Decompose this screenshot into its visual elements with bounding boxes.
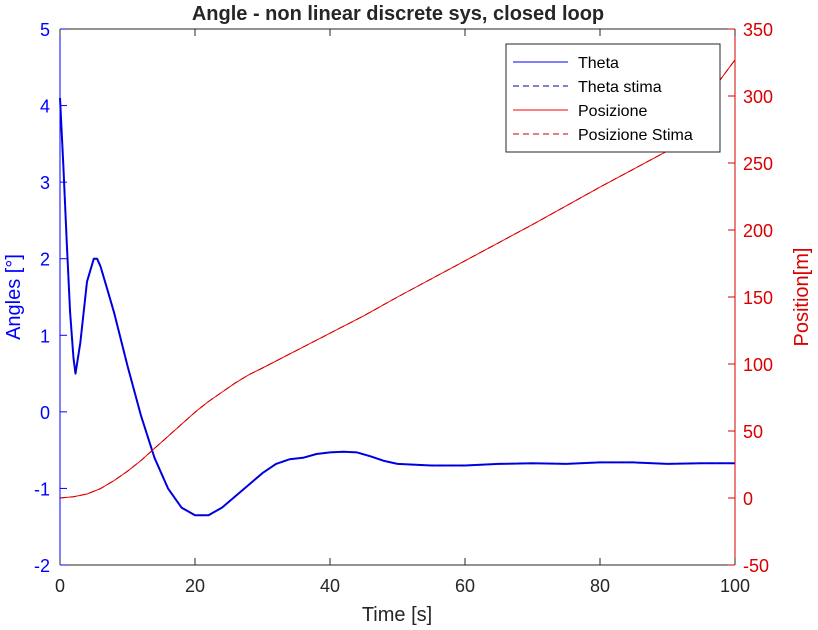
y-right-tick-label: 100	[743, 355, 773, 375]
x-tick-label: 60	[455, 576, 475, 596]
y-left-tick-label: 4	[40, 97, 50, 117]
plot-lines	[59, 59, 736, 517]
y-right-tick-label: 350	[743, 20, 773, 40]
y-right-tick-label: 150	[743, 288, 773, 308]
y-axis-right-label: Position[m]	[791, 248, 813, 347]
y-right-tick-label: 50	[743, 422, 763, 442]
y-left-tick-label: 2	[40, 250, 50, 270]
legend-label-posizione: Posizione	[578, 103, 647, 120]
y-left-tick-label: -1	[34, 479, 50, 499]
y-left-tick-label: -2	[34, 556, 50, 576]
x-tick-label: 0	[55, 576, 65, 596]
y-right-tick-label: -50	[743, 556, 769, 576]
series-line-posizione-stima	[59, 59, 736, 499]
series-line-theta-stima	[59, 97, 735, 516]
legend-label-theta: Theta	[578, 55, 619, 72]
y-right-tick-label: 300	[743, 87, 773, 107]
legend-label-posizione-stima: Posizione Stima	[578, 127, 693, 144]
y-axis-left-label: Angles [°]	[3, 254, 25, 340]
y-right-tick-label: 250	[743, 154, 773, 174]
y-right-tick-label: 0	[743, 489, 753, 509]
y-left-tick-label: 5	[40, 20, 50, 40]
legend: Theta Theta stima Posizione Posizione St…	[505, 43, 721, 153]
y-left-tick-label: 0	[40, 403, 50, 423]
y-left-tick-label: 1	[40, 326, 50, 346]
x-tick-label: 40	[320, 576, 340, 596]
x-axis-label: Time [s]	[362, 604, 432, 626]
chart-title: Angle - non linear discrete sys, closed …	[192, 3, 604, 25]
ticks: 0 20 40 60 80 100 -2 -1 0 1 2 3 4 5 -50 0 50 100 150 200 250…	[34, 20, 773, 596]
x-tick-label: 80	[590, 576, 610, 596]
y-right-tick-label: 200	[743, 221, 773, 241]
y-left-tick-label: 3	[40, 173, 50, 193]
legend-label-theta-stima: Theta stima	[578, 79, 662, 96]
x-tick-label: 100	[720, 576, 750, 596]
x-tick-label: 20	[185, 576, 205, 596]
